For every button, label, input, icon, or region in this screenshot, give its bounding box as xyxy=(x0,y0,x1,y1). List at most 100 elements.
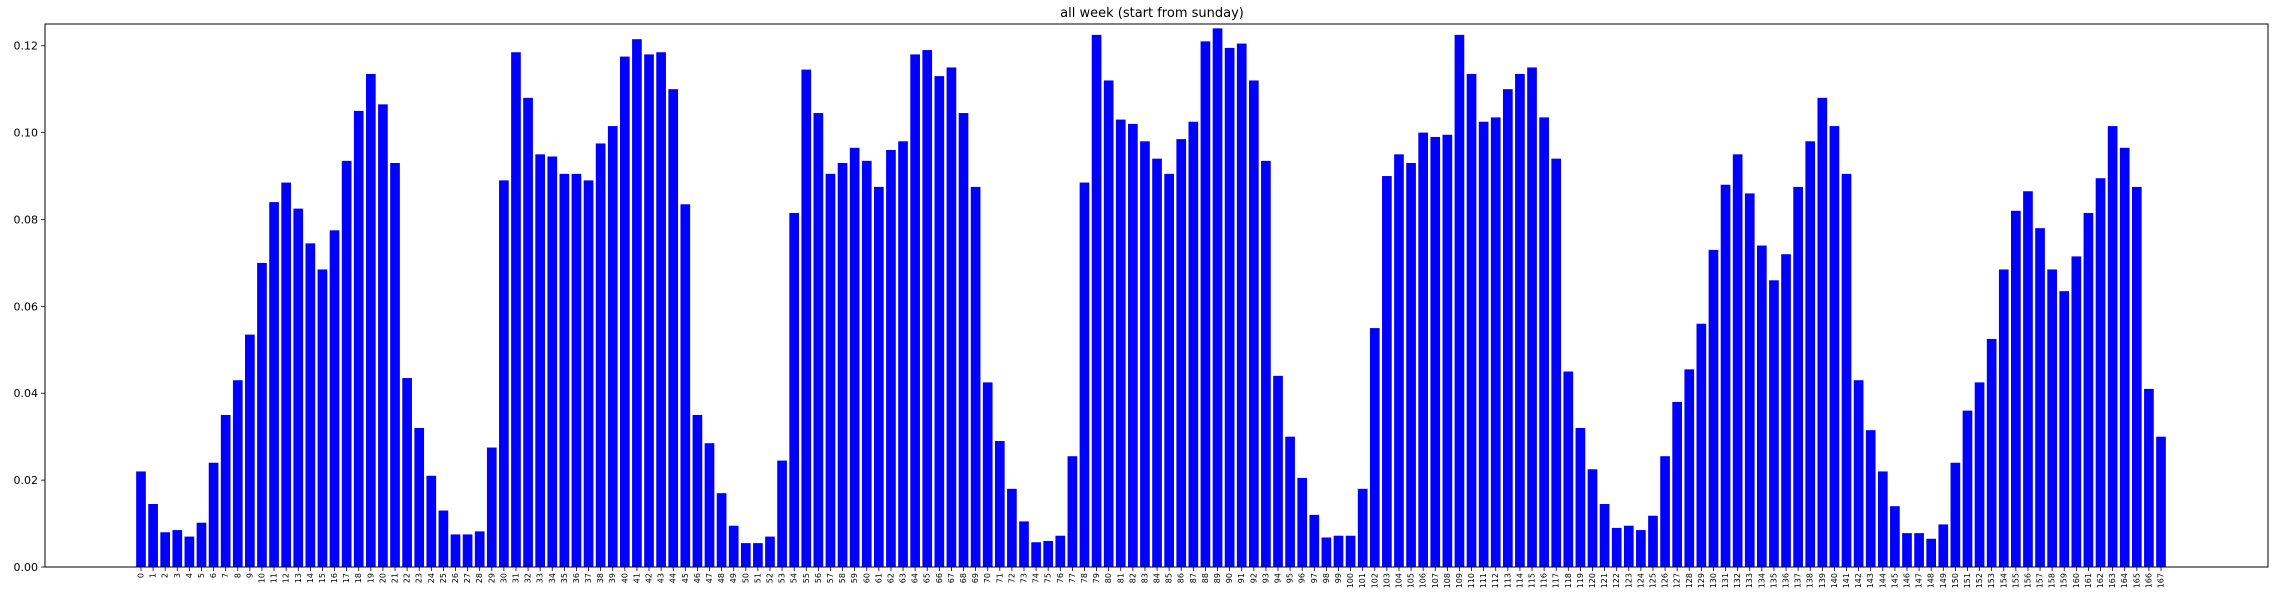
x-tick-label: 75 xyxy=(1044,573,1053,583)
x-tick-label: 64 xyxy=(911,573,920,583)
bar-130 xyxy=(1708,249,1719,567)
bar-157 xyxy=(2035,228,2045,568)
bar-92 xyxy=(1248,80,1259,567)
x-tick-label: 83 xyxy=(1140,573,1149,583)
x-tick-label: 36 xyxy=(572,573,581,583)
bar-154 xyxy=(1998,269,2009,567)
x-tick-label: 96 xyxy=(1298,573,1307,583)
x-tick-label: 26 xyxy=(451,573,460,583)
x-tick-label: 39 xyxy=(608,573,617,583)
bar-147 xyxy=(1914,533,1924,567)
x-tick-label: 90 xyxy=(1225,573,1234,583)
x-tick-label: 0 xyxy=(137,573,146,578)
bar-85 xyxy=(1164,173,1174,567)
x-tick-label: 112 xyxy=(1491,573,1500,588)
x-tick-label: 92 xyxy=(1249,573,1258,583)
x-tick-label: 63 xyxy=(899,573,908,583)
x-tick-label: 99 xyxy=(1334,573,1343,583)
bar-137 xyxy=(1793,186,1803,567)
x-tick-label: 137 xyxy=(1794,573,1803,588)
x-tick-label: 62 xyxy=(886,573,895,583)
bar-52 xyxy=(765,536,775,567)
bar-22 xyxy=(402,378,412,567)
x-tick-label: 2 xyxy=(161,573,170,578)
bar-62 xyxy=(886,149,896,568)
x-tick-label: 115 xyxy=(1528,573,1537,588)
x-tick-label: 20 xyxy=(378,573,387,583)
x-tick-label: 118 xyxy=(1564,573,1573,588)
bar-7 xyxy=(220,414,231,567)
x-tick-label: 134 xyxy=(1757,573,1766,588)
x-tick-label: 107 xyxy=(1431,573,1440,588)
x-tick-label: 58 xyxy=(838,573,847,583)
bar-97 xyxy=(1309,514,1320,567)
x-tick-label: 145 xyxy=(1890,573,1899,588)
bar-59 xyxy=(849,147,860,568)
bar-121 xyxy=(1599,504,1610,567)
bar-136 xyxy=(1781,254,1791,568)
bar-135 xyxy=(1769,280,1779,567)
x-tick-label: 132 xyxy=(1733,573,1742,588)
bar-18 xyxy=(353,110,364,567)
x-tick-label: 65 xyxy=(923,573,932,583)
x-tick-label: 128 xyxy=(1685,573,1694,588)
x-tick-label: 165 xyxy=(2132,573,2141,588)
bar-126 xyxy=(1660,456,1670,567)
x-tick-label: 133 xyxy=(1745,573,1754,588)
bar-38 xyxy=(595,143,606,567)
bar-125 xyxy=(1648,515,1658,567)
x-tick-label: 67 xyxy=(947,573,956,583)
bar-73 xyxy=(1019,521,1029,567)
x-tick-label: 108 xyxy=(1443,573,1452,588)
bar-119 xyxy=(1575,427,1586,567)
bar-79 xyxy=(1091,34,1102,568)
x-tick-label: 160 xyxy=(2072,573,2081,588)
bar-140 xyxy=(1829,126,1840,567)
bar-83 xyxy=(1140,141,1150,568)
bar-75 xyxy=(1043,540,1054,567)
bar-14 xyxy=(305,243,316,567)
x-tick-label: 44 xyxy=(669,573,678,583)
x-tick-label: 106 xyxy=(1419,573,1428,588)
x-tick-label: 139 xyxy=(1818,573,1827,588)
bar-167 xyxy=(2156,436,2166,567)
bar-69 xyxy=(970,186,981,567)
bar-118 xyxy=(1563,371,1574,567)
x-tick-label: 53 xyxy=(778,573,787,583)
x-tick-label: 166 xyxy=(2144,573,2153,588)
bar-60 xyxy=(861,160,872,567)
y-tick-label: 0.08 xyxy=(14,213,39,226)
bar-106 xyxy=(1418,132,1428,567)
bar-67 xyxy=(946,67,957,567)
x-tick-label: 91 xyxy=(1237,573,1246,583)
x-tick-label: 49 xyxy=(729,573,738,583)
x-tick-label: 98 xyxy=(1322,573,1331,583)
x-tick-label: 126 xyxy=(1661,573,1670,588)
bar-155 xyxy=(2011,210,2021,568)
bar-131 xyxy=(1720,184,1731,568)
x-tick-label: 55 xyxy=(802,573,811,583)
bar-143 xyxy=(1865,430,1876,567)
x-tick-label: 76 xyxy=(1056,573,1065,583)
bar-31 xyxy=(511,52,521,568)
x-tick-label: 130 xyxy=(1709,573,1718,588)
x-tick-label: 52 xyxy=(765,573,774,583)
bar-89 xyxy=(1212,28,1223,567)
bar-139 xyxy=(1817,97,1828,567)
bar-66 xyxy=(934,76,945,567)
x-tick-label: 57 xyxy=(826,573,835,583)
x-tick-label: 149 xyxy=(1939,573,1948,588)
bar-81 xyxy=(1115,119,1126,567)
y-tick-label: 0.06 xyxy=(14,300,39,313)
bar-1 xyxy=(148,504,158,567)
x-tick-label: 78 xyxy=(1080,573,1089,583)
bar-42 xyxy=(644,54,654,568)
bar-107 xyxy=(1430,136,1441,567)
bar-35 xyxy=(559,173,570,567)
bar-4 xyxy=(184,536,195,567)
bar-132 xyxy=(1732,154,1743,567)
bar-24 xyxy=(426,475,437,567)
x-tick-label: 102 xyxy=(1370,573,1379,588)
x-tick-label: 100 xyxy=(1346,573,1355,588)
x-tick-label: 66 xyxy=(935,573,944,583)
